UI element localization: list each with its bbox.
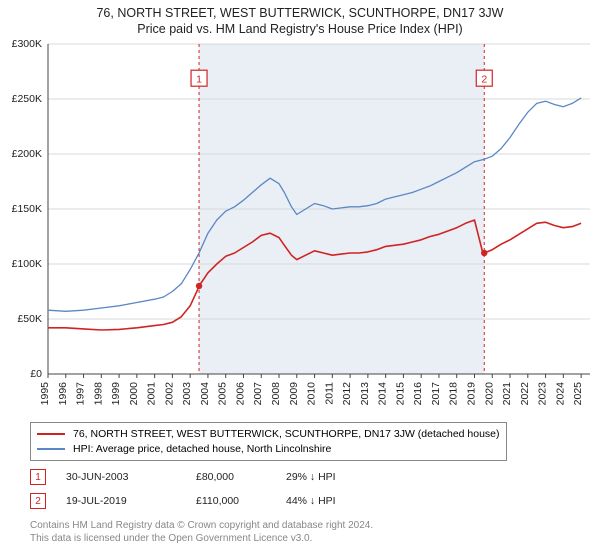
chart-area: £0 £50K £100K £150K £200K £250K £300K 1995 1996 1… [0, 36, 600, 416]
svg-text:1998: 1998 [92, 382, 104, 406]
marker-row: 2 19-JUL-2019 £110,000 44% ↓ HPI [30, 493, 598, 509]
svg-text:2019: 2019 [465, 382, 477, 406]
svg-text:£100K: £100K [12, 258, 42, 270]
marker-date: 30-JUN-2003 [66, 471, 176, 483]
legend-label-2: HPI: Average price, detached house, Nort… [73, 442, 331, 457]
footer-line-1: Contains HM Land Registry data © Crown c… [30, 519, 598, 532]
svg-text:2007: 2007 [252, 382, 264, 406]
titles: 76, NORTH STREET, WEST BUTTERWICK, SCUNT… [0, 0, 600, 36]
svg-text:1995: 1995 [39, 382, 51, 406]
svg-text:2020: 2020 [483, 382, 495, 406]
svg-text:2014: 2014 [377, 382, 389, 406]
svg-text:£250K: £250K [12, 93, 42, 105]
title-sub: Price paid vs. HM Land Registry's House … [0, 22, 600, 36]
svg-text:1996: 1996 [57, 382, 69, 406]
title-main: 76, NORTH STREET, WEST BUTTERWICK, SCUNT… [0, 6, 600, 20]
svg-text:2017: 2017 [430, 382, 442, 406]
svg-text:£50K: £50K [17, 313, 42, 325]
svg-text:2: 2 [481, 74, 487, 86]
svg-text:£300K: £300K [12, 38, 42, 50]
svg-text:2015: 2015 [394, 382, 406, 406]
marker-pct: 29% ↓ HPI [286, 471, 376, 483]
svg-text:2003: 2003 [181, 382, 193, 406]
svg-text:£150K: £150K [12, 203, 42, 215]
svg-text:2024: 2024 [554, 382, 566, 406]
svg-text:£200K: £200K [12, 148, 42, 160]
svg-text:2008: 2008 [270, 382, 282, 406]
chart-container: 76, NORTH STREET, WEST BUTTERWICK, SCUNT… [0, 0, 600, 545]
svg-text:2022: 2022 [519, 382, 531, 406]
svg-text:£0: £0 [30, 368, 42, 380]
svg-text:2000: 2000 [128, 382, 140, 406]
legend-swatch-2 [37, 448, 65, 450]
marker-price: £110,000 [196, 495, 266, 507]
legend-box: 76, NORTH STREET, WEST BUTTERWICK, SCUNT… [30, 422, 507, 461]
legend-label-1: 76, NORTH STREET, WEST BUTTERWICK, SCUNT… [73, 427, 500, 442]
svg-text:2009: 2009 [288, 382, 300, 406]
svg-text:2004: 2004 [199, 382, 211, 406]
svg-text:2006: 2006 [234, 382, 246, 406]
svg-text:2018: 2018 [448, 382, 460, 406]
svg-text:1: 1 [196, 74, 202, 86]
legend-block: 76, NORTH STREET, WEST BUTTERWICK, SCUNT… [30, 422, 598, 545]
marker-price: £80,000 [196, 471, 266, 483]
svg-text:2002: 2002 [163, 382, 175, 406]
svg-text:2021: 2021 [501, 382, 513, 406]
svg-text:1999: 1999 [110, 382, 122, 406]
marker-pct: 44% ↓ HPI [286, 495, 376, 507]
legend-row-1: 76, NORTH STREET, WEST BUTTERWICK, SCUNT… [37, 427, 500, 442]
svg-text:2011: 2011 [323, 382, 335, 405]
legend-swatch-1 [37, 433, 65, 435]
svg-text:2012: 2012 [341, 382, 353, 406]
chart-svg: £0 £50K £100K £150K £200K £250K £300K 1995 1996 1… [0, 36, 600, 416]
svg-text:1997: 1997 [75, 382, 87, 406]
svg-text:2013: 2013 [359, 382, 371, 406]
footer-line-2: This data is licensed under the Open Gov… [30, 532, 598, 545]
legend-row-2: HPI: Average price, detached house, Nort… [37, 442, 500, 457]
svg-text:2025: 2025 [572, 382, 584, 406]
svg-text:2001: 2001 [146, 382, 158, 406]
marker-id-box: 1 [30, 469, 46, 485]
marker-id-box: 2 [30, 493, 46, 509]
marker-row: 1 30-JUN-2003 £80,000 29% ↓ HPI [30, 469, 598, 485]
marker-rows: 1 30-JUN-2003 £80,000 29% ↓ HPI 2 19-JUL-2019… [30, 469, 598, 509]
footer-note: Contains HM Land Registry data © Crown c… [30, 519, 598, 545]
svg-text:2010: 2010 [306, 382, 318, 406]
marker-date: 19-JUL-2019 [66, 495, 176, 507]
svg-text:2023: 2023 [537, 382, 549, 406]
svg-text:2005: 2005 [217, 382, 229, 406]
svg-text:2016: 2016 [412, 382, 424, 406]
